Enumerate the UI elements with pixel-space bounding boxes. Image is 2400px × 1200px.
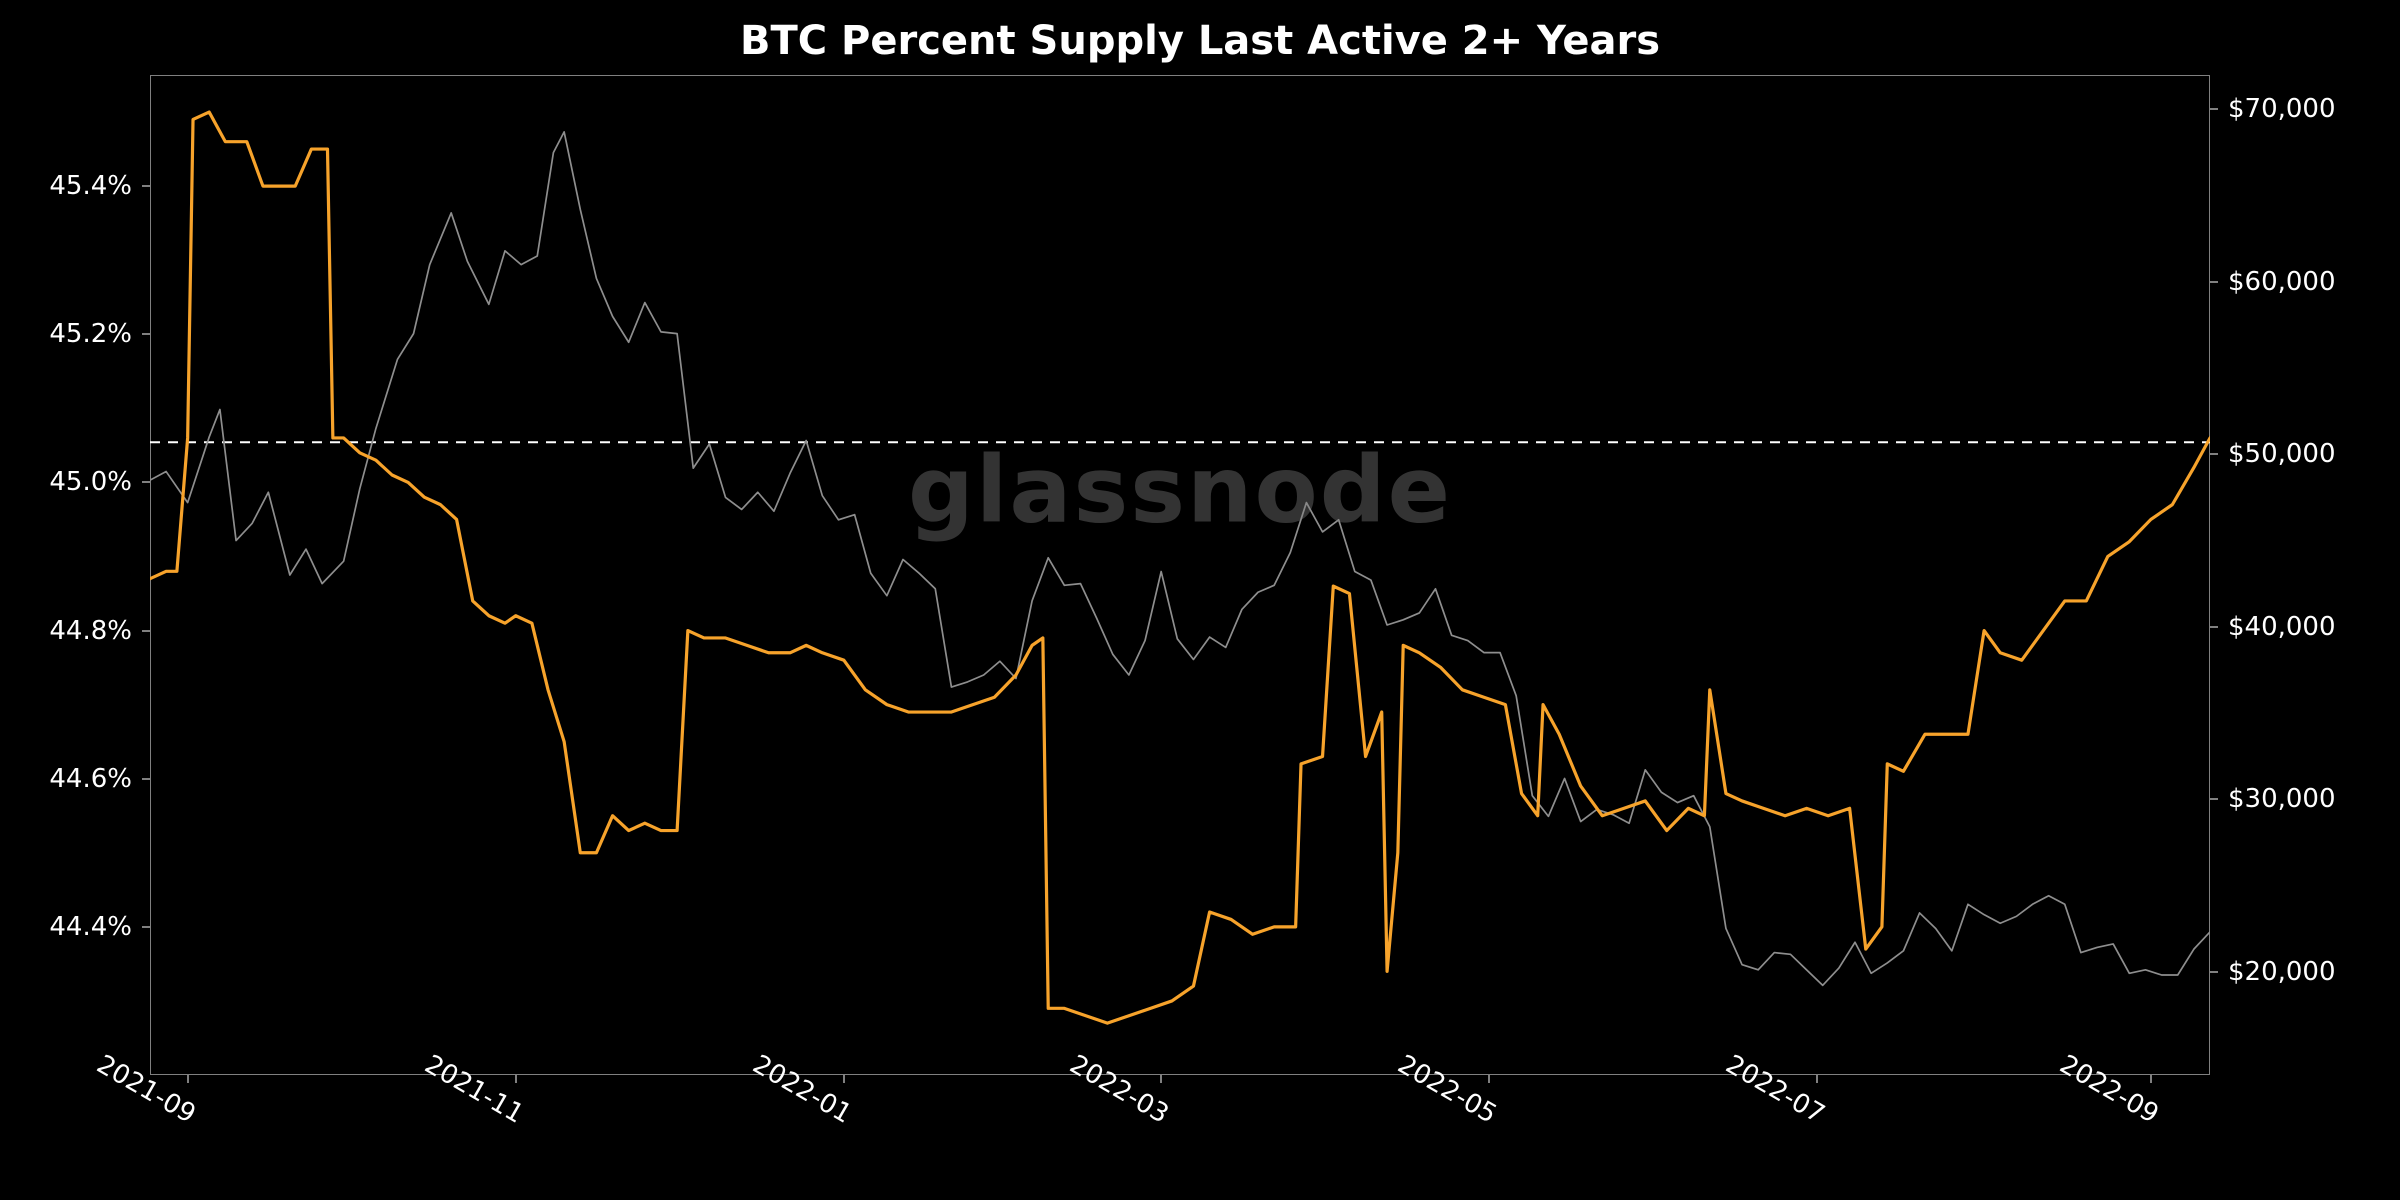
y-left-tick-label: 45.2%: [49, 319, 132, 349]
y-right-tick-label: $60,000: [2228, 267, 2336, 297]
x-tickmark: [515, 1075, 517, 1083]
y-right-tickmark: [2210, 453, 2218, 455]
chart-lines-svg: [0, 0, 2400, 1200]
x-tickmark: [2150, 1075, 2152, 1083]
y-right-tick-label: $70,000: [2228, 94, 2336, 124]
y-right-tickmark: [2210, 626, 2218, 628]
y-left-tick-label: 45.4%: [49, 171, 132, 201]
y-left-tick-label: 44.4%: [49, 912, 132, 942]
y-left-tick-label: 44.8%: [49, 616, 132, 646]
y-left-tick-label: 45.0%: [49, 467, 132, 497]
y-left-tickmark: [142, 481, 150, 483]
y-left-tickmark: [142, 926, 150, 928]
y-right-tick-label: $20,000: [2228, 957, 2336, 987]
y-right-tick-label: $40,000: [2228, 612, 2336, 642]
y-left-tickmark: [142, 185, 150, 187]
y-right-tickmark: [2210, 971, 2218, 973]
x-tickmark: [1488, 1075, 1490, 1083]
y-right-tick-label: $30,000: [2228, 784, 2336, 814]
y-right-tickmark: [2210, 798, 2218, 800]
x-tickmark: [1160, 1075, 1162, 1083]
y-left-tickmark: [142, 333, 150, 335]
series-percent_supply_2y: [150, 112, 2210, 1023]
x-tickmark: [1816, 1075, 1818, 1083]
series-btc_price: [150, 132, 2210, 985]
y-right-tickmark: [2210, 108, 2218, 110]
y-left-tickmark: [142, 778, 150, 780]
x-tickmark: [843, 1075, 845, 1083]
y-left-tick-label: 44.6%: [49, 764, 132, 794]
x-tickmark: [187, 1075, 189, 1083]
chart-container: BTC Percent Supply Last Active 2+ Years …: [0, 0, 2400, 1200]
y-right-tick-label: $50,000: [2228, 439, 2336, 469]
y-right-tickmark: [2210, 281, 2218, 283]
y-left-tickmark: [142, 630, 150, 632]
